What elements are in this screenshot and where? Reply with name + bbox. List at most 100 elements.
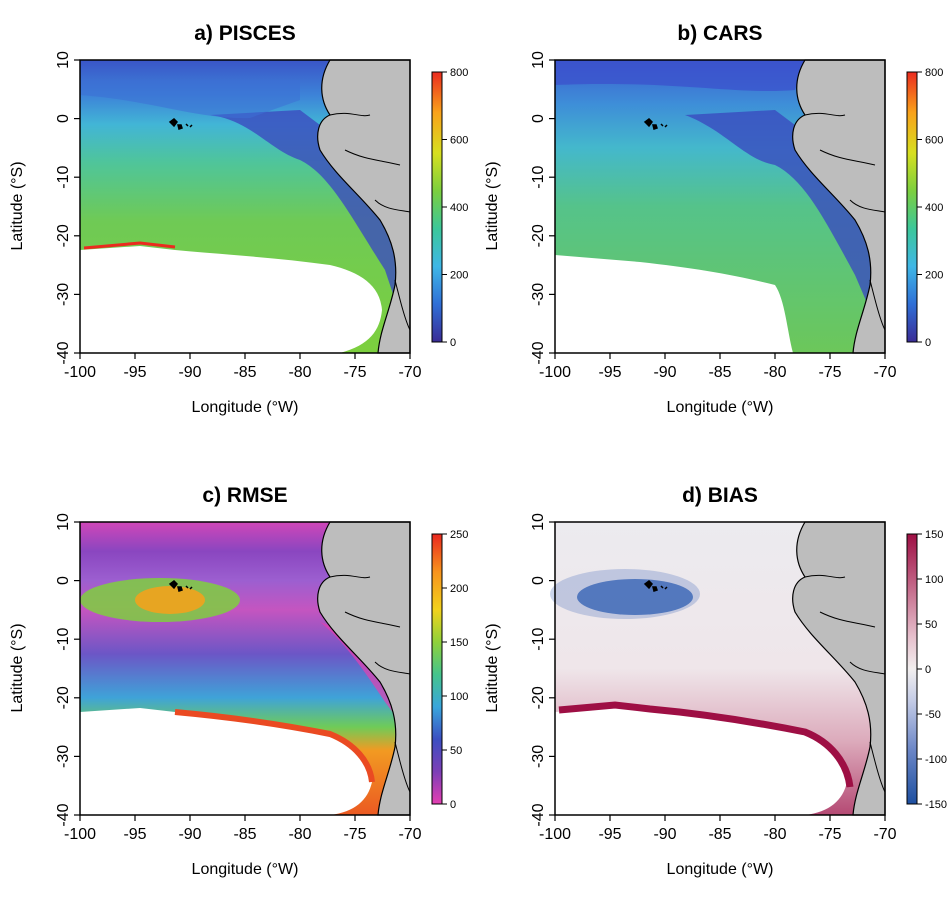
x-axis-label: Longitude (°W) [192, 399, 299, 416]
y-tick-label: 10 [55, 513, 72, 531]
x-tick-label: -85 [708, 826, 731, 843]
no-data-region [80, 246, 382, 353]
x-axis-label: Longitude (°W) [667, 861, 774, 878]
y-tick-label: 0 [530, 114, 547, 123]
x-tick-label: -80 [288, 364, 311, 381]
x-tick-label: -95 [598, 364, 621, 381]
colorbar-tick-label: 0 [925, 664, 931, 676]
equatorial-hotspot-core [135, 586, 205, 614]
map-area [554, 59, 886, 354]
border-lines [804, 112, 886, 331]
x-tick-label: -85 [233, 826, 256, 843]
colorbar-tick-label: 800 [925, 67, 943, 79]
x-axis: -100 -95 -90 -85 -80 -75 -70 [64, 815, 422, 843]
x-tick-label: -85 [233, 364, 256, 381]
colorbar-tick-label: 200 [450, 583, 468, 595]
x-tick-label: -80 [763, 826, 786, 843]
x-tick-label: -90 [178, 826, 201, 843]
land-mass [792, 521, 886, 816]
x-tick-label: -75 [818, 364, 841, 381]
colorbar-tick-label: 150 [925, 529, 943, 541]
x-tick-label: -100 [539, 364, 571, 381]
x-tick-label: -75 [818, 826, 841, 843]
colorbar-tick-label: 250 [450, 529, 468, 541]
x-tick-label: -100 [539, 826, 571, 843]
y-tick-label: -40 [530, 341, 547, 364]
y-axis-label: Latitude (°S) [9, 161, 26, 250]
galapagos-islands [168, 580, 193, 592]
colorbar-tick-label: 50 [925, 619, 937, 631]
colorbar: 150 100 50 0 -50 -100 -150 [906, 529, 947, 811]
map-area [550, 521, 886, 816]
y-tick-label: -40 [530, 803, 547, 826]
panel-a: a) PISCES -100 -95 -90 -85 -80 -75 -70 10 0 -10 -… [9, 22, 468, 416]
colorbar-gradient [431, 533, 443, 805]
colorbar-tick-label: 200 [925, 270, 943, 282]
y-axis: 10 0 -10 -20 -30 -40 [55, 513, 80, 827]
colorbar-tick-label: -100 [925, 754, 947, 766]
y-tick-label: -40 [55, 803, 72, 826]
y-tick-label: 0 [530, 576, 547, 585]
no-data-region [555, 708, 847, 815]
colorbar-tick-label: 150 [450, 637, 468, 649]
x-tick-label: -90 [178, 364, 201, 381]
panel-c: c) RMSE -100 -95 -90 -85 -80 -75 -70 100-10-20… [9, 484, 468, 878]
y-axis-label: Latitude (°S) [484, 623, 501, 712]
x-tick-label: -85 [708, 364, 731, 381]
x-tick-label: -90 [653, 826, 676, 843]
galapagos-islands [643, 580, 668, 592]
x-tick-label: -70 [873, 364, 896, 381]
colorbar-tick-label: 0 [450, 799, 456, 811]
colorbar-tick-label: 50 [450, 745, 462, 757]
panel-title: b) CARS [677, 22, 762, 45]
coastal-band [320, 622, 405, 722]
panel-title: d) BIAS [682, 484, 758, 507]
colorbar: 800 600 400 200 0 [431, 67, 468, 349]
x-tick-label: -70 [398, 826, 421, 843]
negative-bias-halo [550, 569, 700, 619]
y-tick-label: -30 [55, 283, 72, 306]
y-tick-label: 10 [55, 51, 72, 69]
colorbar-tick-label: 200 [450, 270, 468, 282]
high-value-edge [83, 241, 176, 250]
x-tick-label: -100 [64, 826, 96, 843]
x-tick-label: -70 [873, 826, 896, 843]
border-lines [329, 112, 411, 331]
x-axis: -100 -95 -90 -85 -80 -75 -70 [539, 815, 897, 843]
panel-title: c) RMSE [202, 484, 287, 507]
y-tick-label: -10 [530, 628, 547, 651]
border-lines [804, 574, 886, 793]
x-tick-label: -95 [123, 364, 146, 381]
panel-title: a) PISCES [194, 22, 296, 45]
colorbar-tick-label: 0 [450, 337, 456, 349]
panel-d: d) BIAS -100 -95 -90 -85 -80 -75 -70 100-10-20… [484, 484, 947, 878]
y-tick-label: -10 [55, 628, 72, 651]
no-data-region [555, 255, 793, 353]
y-tick-label: -10 [55, 166, 72, 189]
x-tick-label: -90 [653, 364, 676, 381]
y-tick-label: -10 [530, 166, 547, 189]
land-mass [317, 521, 411, 816]
y-tick-label: -20 [55, 686, 72, 709]
colorbar-tick-label: -150 [925, 799, 947, 811]
colorbar: 800 600 400 200 0 [906, 67, 943, 349]
y-tick-label: -20 [55, 224, 72, 247]
y-axis-label: Latitude (°S) [9, 623, 26, 712]
y-axis: 10 0 -10 -20 -30 -40 [530, 513, 555, 827]
x-tick-label: -75 [343, 364, 366, 381]
high-value-edge [174, 709, 375, 783]
colorbar-tick-label: 100 [925, 574, 943, 586]
y-tick-label: -30 [530, 283, 547, 306]
x-tick-label: -95 [598, 826, 621, 843]
colorbar-tick-label: -50 [925, 709, 941, 721]
map-area [79, 59, 411, 354]
x-axis: -100 -95 -90 -85 -80 -75 -70 [539, 353, 897, 381]
colorbar-tick-label: 600 [925, 135, 943, 147]
colorbar-gradient [431, 71, 443, 343]
y-axis-label: Latitude (°S) [484, 161, 501, 250]
y-axis: 10 0 -10 -20 -30 -40 [55, 51, 80, 365]
equatorial-band [555, 60, 805, 92]
land-mass [317, 59, 411, 354]
negative-bias-patch [577, 579, 693, 615]
